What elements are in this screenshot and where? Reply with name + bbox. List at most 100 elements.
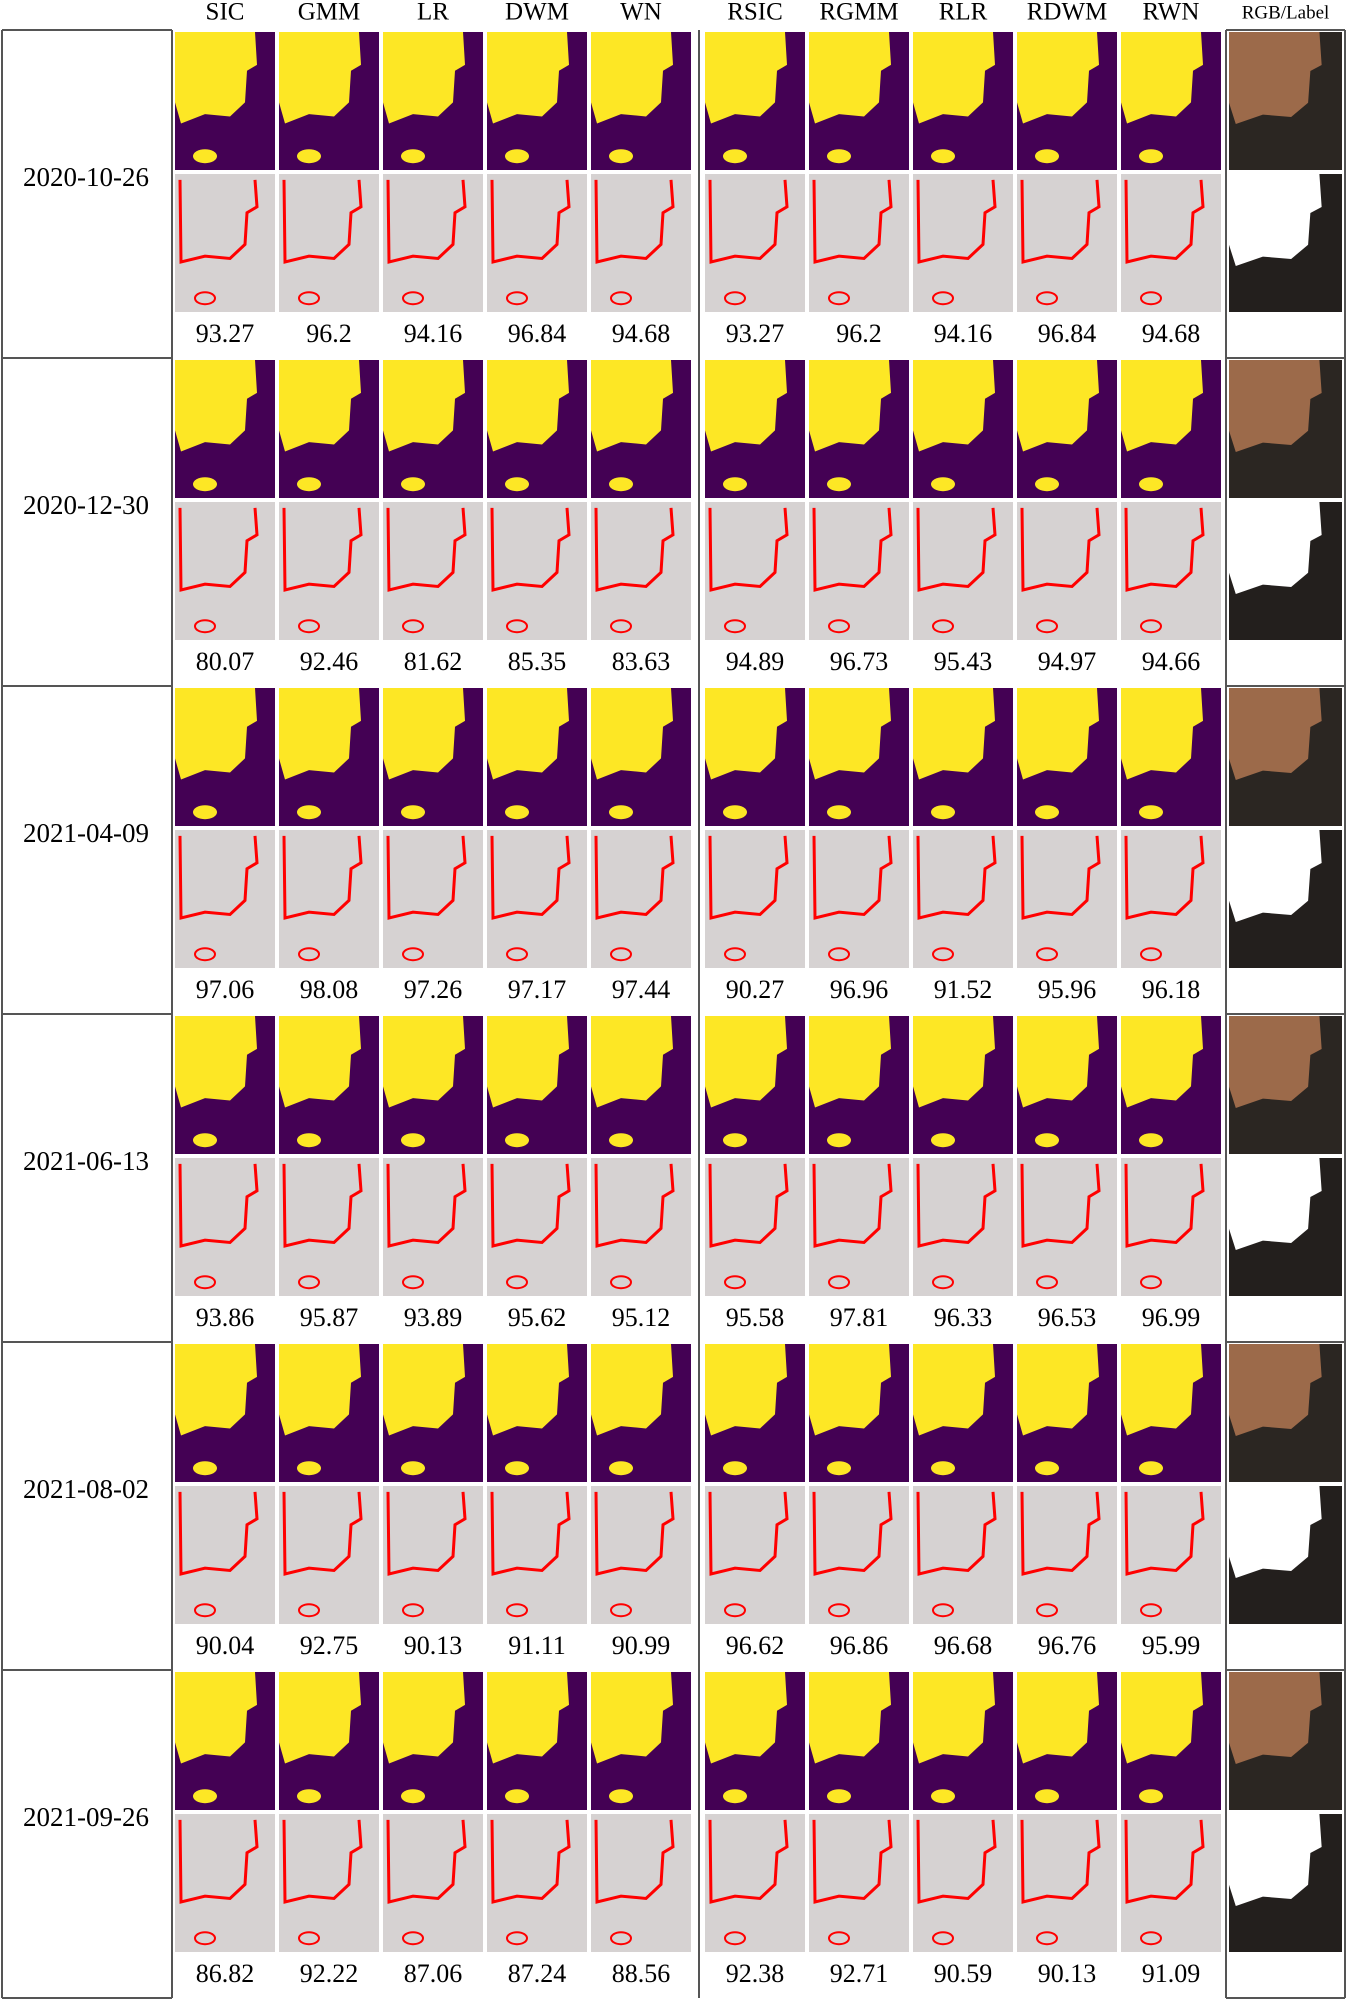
error-edge — [708, 179, 789, 264]
mask-region — [705, 688, 787, 780]
label-region — [1229, 1158, 1322, 1251]
mask-region — [827, 149, 851, 164]
mask-region — [723, 477, 747, 492]
mask-region — [193, 1789, 217, 1804]
error-image — [913, 1486, 1013, 1624]
error-edge — [1036, 1931, 1058, 1946]
error-edge — [708, 1163, 789, 1248]
mask-region — [609, 1133, 633, 1148]
mask-region — [809, 688, 891, 780]
mask-region — [1139, 805, 1163, 820]
error-edge — [828, 1603, 850, 1618]
mask-region — [297, 1133, 321, 1148]
score: 95.87 — [300, 1303, 359, 1332]
error-image — [487, 830, 587, 968]
mask-region — [383, 1344, 465, 1436]
error-edge — [1036, 291, 1058, 306]
mask-region — [505, 1461, 529, 1476]
mask-region — [1139, 149, 1163, 164]
error-image — [1017, 1814, 1117, 1952]
mask-region — [931, 1133, 955, 1148]
mask-region — [401, 1461, 425, 1476]
error-image — [1017, 830, 1117, 968]
error-edge — [298, 1931, 320, 1946]
error-image — [591, 1486, 691, 1624]
error-image — [705, 502, 805, 640]
mask-region — [383, 360, 465, 452]
score: 90.13 — [1038, 1959, 1097, 1988]
error-edge — [1124, 507, 1205, 592]
error-image — [591, 174, 691, 312]
mask-region — [1121, 1672, 1203, 1764]
score: 80.07 — [196, 647, 255, 676]
error-edge — [724, 1275, 746, 1290]
mask-region — [1121, 1344, 1203, 1436]
error-edge — [194, 1931, 216, 1946]
error-edge — [610, 947, 632, 962]
score: 96.76 — [1038, 1631, 1097, 1660]
error-edge — [610, 1603, 632, 1618]
mask-region — [1035, 149, 1059, 164]
mask-region — [931, 1789, 955, 1804]
error-edge — [1036, 1275, 1058, 1290]
mask-region — [809, 360, 891, 452]
mask-region — [1035, 805, 1059, 820]
error-edge — [298, 1275, 320, 1290]
score: 96.62 — [726, 1631, 785, 1660]
error-edge — [594, 1163, 675, 1248]
error-image — [279, 502, 379, 640]
error-edge — [1140, 291, 1162, 306]
error-edge — [932, 1275, 954, 1290]
error-edge — [932, 947, 954, 962]
mask-region — [487, 688, 569, 780]
error-edge — [916, 1819, 997, 1904]
score: 96.84 — [508, 319, 567, 348]
mask-region — [487, 1672, 569, 1764]
score: 95.58 — [726, 1303, 785, 1332]
error-edge — [490, 179, 571, 264]
mask-region — [827, 1461, 851, 1476]
error-image — [913, 502, 1013, 640]
error-edge — [594, 835, 675, 920]
column-header: DWM — [505, 0, 569, 26]
error-edge — [708, 507, 789, 592]
error-edge — [1036, 947, 1058, 962]
error-edge — [490, 1491, 571, 1576]
mask-region — [297, 1789, 321, 1804]
error-edge — [724, 947, 746, 962]
mask-region — [383, 1672, 465, 1764]
error-edge — [194, 1275, 216, 1290]
mask-region — [401, 477, 425, 492]
error-image — [383, 1814, 483, 1952]
error-edge — [282, 1819, 363, 1904]
error-edge — [916, 835, 997, 920]
error-image — [175, 830, 275, 968]
score: 83.63 — [612, 647, 671, 676]
error-image — [1121, 502, 1221, 640]
error-edge — [386, 1163, 467, 1248]
error-edge — [282, 507, 363, 592]
score: 96.96 — [830, 975, 889, 1004]
error-image — [809, 174, 909, 312]
error-edge — [724, 619, 746, 634]
mask-region — [913, 32, 995, 124]
error-edge — [402, 947, 424, 962]
error-edge — [828, 291, 850, 306]
score: 92.38 — [726, 1959, 785, 1988]
mask-region — [505, 149, 529, 164]
score: 96.73 — [830, 647, 889, 676]
error-edge — [282, 835, 363, 920]
mask-region — [1017, 360, 1099, 452]
score: 95.12 — [612, 1303, 671, 1332]
error-image — [809, 1486, 909, 1624]
score: 95.62 — [508, 1303, 567, 1332]
error-edge — [194, 619, 216, 634]
error-edge — [298, 619, 320, 634]
score: 94.89 — [726, 647, 785, 676]
score: 87.24 — [508, 1959, 567, 1988]
mask-region — [401, 805, 425, 820]
rgb-region — [1229, 360, 1322, 453]
error-edge — [1020, 179, 1101, 264]
error-edge — [1140, 619, 1162, 634]
column-header: SIC — [206, 0, 245, 26]
